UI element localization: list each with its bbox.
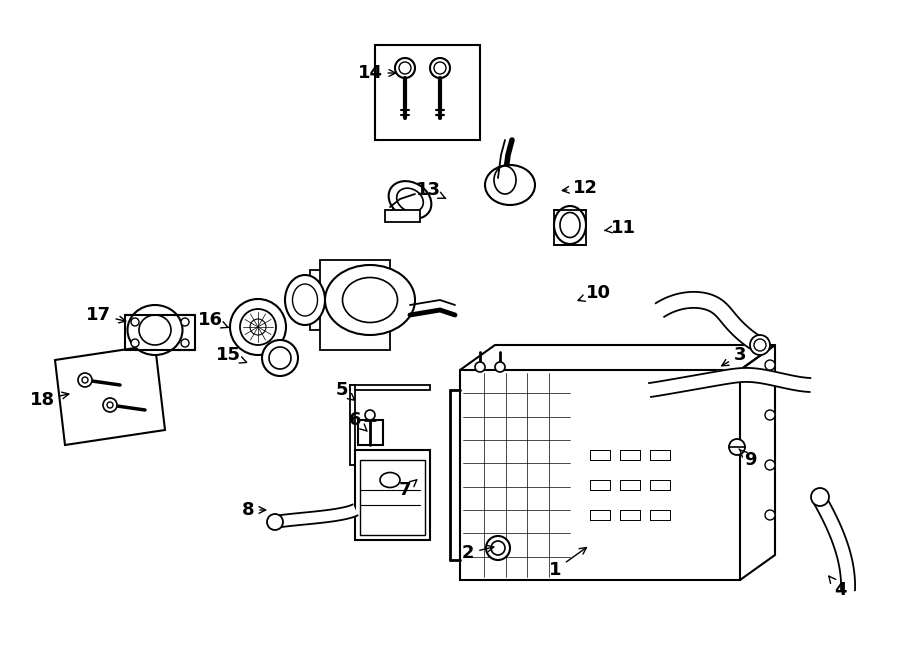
Text: 2: 2 [462,544,494,562]
Ellipse shape [285,275,325,325]
Text: 12: 12 [562,179,598,197]
Circle shape [103,398,117,412]
Polygon shape [649,368,810,397]
Circle shape [395,58,415,78]
Text: 4: 4 [829,576,846,599]
Circle shape [475,362,485,372]
Ellipse shape [343,278,398,323]
Text: 18: 18 [30,391,68,409]
Circle shape [230,299,286,355]
Circle shape [181,339,189,347]
Circle shape [131,318,139,326]
Circle shape [434,62,446,74]
Ellipse shape [494,166,516,194]
Bar [350,385,355,465]
Ellipse shape [389,181,431,219]
Text: 13: 13 [416,181,446,199]
Text: 3: 3 [722,346,746,366]
Text: 11: 11 [605,219,635,237]
Circle shape [269,347,291,369]
Circle shape [78,373,92,387]
Ellipse shape [139,315,171,345]
Ellipse shape [485,165,535,205]
Circle shape [765,510,775,520]
Bar [385,210,420,222]
Circle shape [262,340,298,376]
Bar [320,260,390,350]
Text: 1: 1 [549,547,587,579]
Circle shape [765,460,775,470]
Circle shape [754,339,766,351]
Bar [310,270,390,330]
Circle shape [495,362,505,372]
Text: 14: 14 [357,64,396,82]
Text: 7: 7 [399,480,417,499]
Ellipse shape [292,284,318,316]
Text: 8: 8 [242,501,266,519]
Bar [358,420,383,445]
Ellipse shape [380,473,400,488]
Circle shape [811,488,829,506]
Text: 9: 9 [739,449,756,469]
Circle shape [491,541,505,555]
Circle shape [765,410,775,420]
Text: 5: 5 [336,381,355,401]
Circle shape [240,309,276,345]
Text: 16: 16 [197,311,229,329]
Circle shape [107,402,113,408]
Circle shape [750,335,770,355]
Polygon shape [814,496,855,590]
Circle shape [399,62,411,74]
Ellipse shape [325,265,415,335]
Circle shape [365,410,375,420]
Polygon shape [55,345,165,445]
Polygon shape [274,504,357,528]
Ellipse shape [554,206,586,244]
Circle shape [250,319,266,335]
Bar [355,450,430,540]
Circle shape [82,377,88,383]
Ellipse shape [560,212,580,237]
Bar [125,315,195,350]
Bar [350,385,430,390]
Circle shape [765,360,775,370]
Bar [460,370,740,580]
Bar [554,210,586,245]
Circle shape [729,439,745,455]
Bar [375,45,480,140]
Circle shape [430,58,450,78]
Text: 17: 17 [86,306,126,324]
Ellipse shape [397,188,423,212]
Circle shape [267,514,283,530]
Text: 15: 15 [215,346,247,364]
Polygon shape [656,292,763,352]
Text: 6: 6 [349,411,367,431]
Text: 10: 10 [578,284,610,302]
Circle shape [131,339,139,347]
Circle shape [486,536,510,560]
Circle shape [181,318,189,326]
Ellipse shape [128,305,183,355]
Bar [360,460,425,535]
